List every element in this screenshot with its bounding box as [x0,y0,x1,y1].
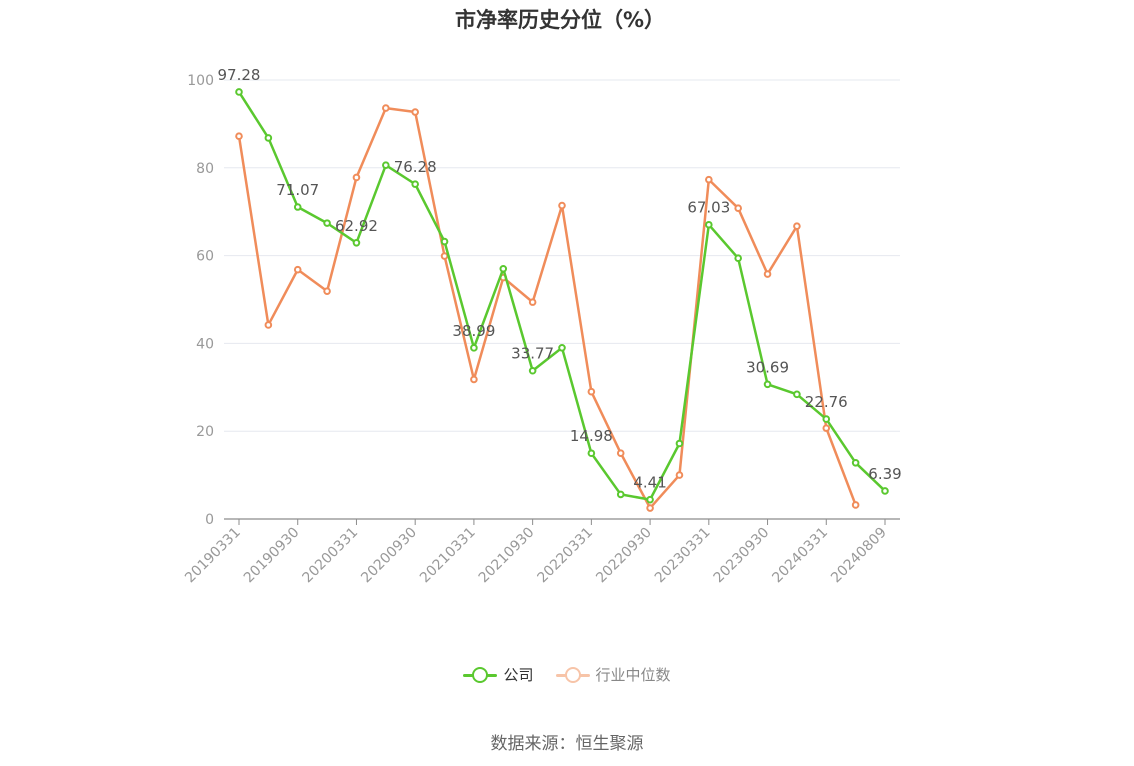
company-point [411,180,419,188]
industry-point [822,424,831,432]
company-data-label: 6.39 [868,465,901,483]
company-point [616,490,625,499]
company-data-label: 14.98 [570,427,613,445]
company-point [293,203,302,211]
x-tick-label: 20200930 [358,525,420,587]
industry-point [734,204,742,212]
company-point [235,88,243,96]
legend-item-industry[interactable]: 行业中位数 [555,664,671,685]
company-point [528,366,537,375]
company-point [587,449,596,458]
company-point [323,219,331,227]
x-tick-label: 20230930 [711,525,773,587]
company-point [352,238,361,247]
industry-point [440,252,449,260]
chart-title: 市净率历史分位（%） [454,8,666,32]
x-tick-label: 20240331 [769,525,831,587]
series-industry [235,104,860,512]
industry-point [705,175,713,184]
x-tick-label: 20210331 [417,525,479,587]
data-source: 数据来源：恒生聚源 [490,734,644,754]
industry-point [851,501,860,509]
company-line [237,91,886,501]
x-tick-label: 20220930 [593,525,655,587]
industry-point [323,287,331,295]
y-tick-label: 0 [205,512,214,528]
industry-point [763,270,772,278]
industry-point [264,321,273,329]
industry-point [470,375,478,384]
x-tick-label: 20230331 [652,525,714,587]
y-tick-label: 80 [196,161,214,177]
legend-industry-marker-icon [555,666,590,683]
data-labels: 97.28 71.07 62.92 76.28 38.99 33.77 14.98 4.41 6… [218,66,902,492]
legend-industry-label: 行业中位数 [595,666,671,684]
company-data-label: 33.77 [511,345,554,363]
industry-point [675,471,684,479]
company-data-label: 76.28 [394,158,437,176]
company-point [558,343,566,352]
industry-point [235,132,243,140]
company-data-label: 97.28 [218,66,261,84]
industry-point [382,104,390,112]
company-data-label: 71.07 [276,181,319,199]
y-tick-label: 20 [196,424,214,440]
industry-point [646,504,654,512]
company-point [470,344,478,352]
company-data-label: 22.76 [805,393,848,411]
company-data-label: 30.69 [746,358,789,376]
industry-point [587,387,596,396]
company-point [440,237,449,246]
industry-point [293,265,302,274]
industry-point [793,222,801,230]
company-data-label: 67.03 [687,199,730,217]
line-chart: 0 20 40 60 80 100 2019033120190930202003312020… [182,66,902,586]
company-point [646,495,654,504]
company-point [734,254,742,263]
company-point [382,161,390,169]
company-point [705,220,713,229]
company-point [763,380,772,389]
x-tick-label: 20190930 [241,525,303,587]
industry-point [411,108,419,116]
industry-point [616,449,625,457]
company-point [851,459,860,467]
series-layer [235,88,889,512]
industry-point [558,201,566,210]
company-point [793,390,801,399]
x-tick-label: 20240809 [828,525,890,587]
company-data-label: 4.41 [633,474,666,492]
y-tick-label: 60 [196,249,214,265]
company-point [499,264,508,273]
grid-lines [224,79,900,432]
company-data-label: 38.99 [452,322,495,340]
x-tick-label: 20220331 [534,525,596,587]
company-point [264,134,273,142]
company-point [881,487,889,495]
legend: 公司 行业中位数 [0,664,1134,685]
company-data-label: 62.92 [335,217,378,235]
legend-company-marker-icon [463,666,498,683]
axes: 0 20 40 60 80 100 2019033120190930202003312020… [182,73,900,586]
company-point [675,439,684,448]
legend-item-company[interactable]: 公司 [463,664,534,685]
industry-point [352,173,361,182]
y-tick-label: 100 [187,73,214,89]
industry-point [528,298,537,306]
x-tick-label: 20190331 [182,525,244,587]
x-tick-label: 20210930 [476,525,538,587]
company-point [822,415,831,423]
x-tick-label: 20200331 [300,525,362,587]
series-company [235,88,889,504]
legend-company-label: 公司 [503,666,534,684]
y-tick-label: 40 [196,336,214,352]
